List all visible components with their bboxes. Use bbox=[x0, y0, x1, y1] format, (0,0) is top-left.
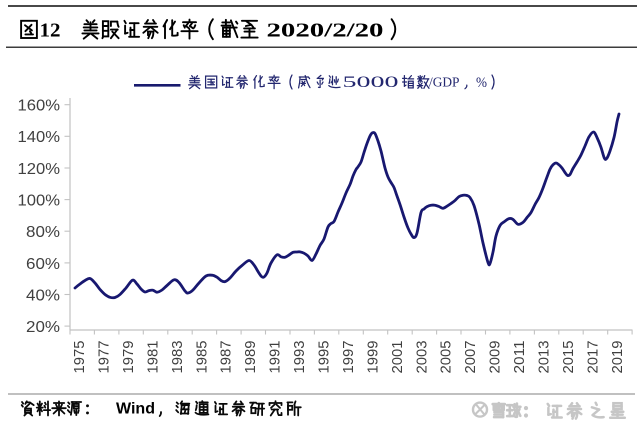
svg-text:1979: 1979 bbox=[121, 341, 137, 374]
svg-text:1981: 1981 bbox=[145, 341, 161, 374]
svg-text:2015: 2015 bbox=[561, 341, 577, 374]
svg-text:2003: 2003 bbox=[414, 341, 430, 374]
svg-text:1977: 1977 bbox=[97, 341, 113, 374]
svg-text:5000: 5000 bbox=[343, 74, 399, 91]
svg-text:2013: 2013 bbox=[537, 341, 553, 374]
svg-text:1995: 1995 bbox=[317, 341, 333, 374]
svg-text:%: % bbox=[476, 75, 487, 91]
svg-text:2019: 2019 bbox=[610, 341, 626, 374]
svg-text:100%: 100% bbox=[18, 193, 61, 210]
svg-text:1975: 1975 bbox=[72, 341, 88, 374]
svg-text:20%: 20% bbox=[26, 319, 60, 336]
svg-text:/GDP: /GDP bbox=[429, 76, 460, 91]
svg-text:40%: 40% bbox=[26, 287, 60, 304]
svg-text:12: 12 bbox=[40, 20, 61, 42]
svg-text:1999: 1999 bbox=[365, 341, 381, 374]
svg-text:2011: 2011 bbox=[512, 341, 528, 374]
svg-text:2020/2/20: 2020/2/20 bbox=[267, 20, 384, 42]
svg-text:2001: 2001 bbox=[390, 341, 406, 374]
svg-text:Wind: Wind bbox=[116, 401, 155, 418]
svg-text:1993: 1993 bbox=[292, 341, 308, 374]
svg-text:2005: 2005 bbox=[439, 341, 455, 374]
svg-text:1997: 1997 bbox=[341, 341, 357, 374]
svg-text:1983: 1983 bbox=[170, 341, 186, 374]
svg-text:2009: 2009 bbox=[488, 341, 504, 374]
svg-text:1989: 1989 bbox=[243, 341, 259, 374]
svg-text:140%: 140% bbox=[18, 129, 61, 146]
svg-text:2017: 2017 bbox=[585, 341, 601, 374]
svg-text:2007: 2007 bbox=[463, 341, 479, 374]
svg-text:120%: 120% bbox=[18, 161, 61, 178]
svg-text:1985: 1985 bbox=[194, 341, 210, 374]
svg-text:60%: 60% bbox=[26, 256, 60, 273]
svg-text:160%: 160% bbox=[18, 98, 61, 115]
svg-text:1987: 1987 bbox=[219, 341, 235, 374]
svg-text:1991: 1991 bbox=[268, 341, 284, 374]
svg-text:80%: 80% bbox=[26, 224, 60, 241]
